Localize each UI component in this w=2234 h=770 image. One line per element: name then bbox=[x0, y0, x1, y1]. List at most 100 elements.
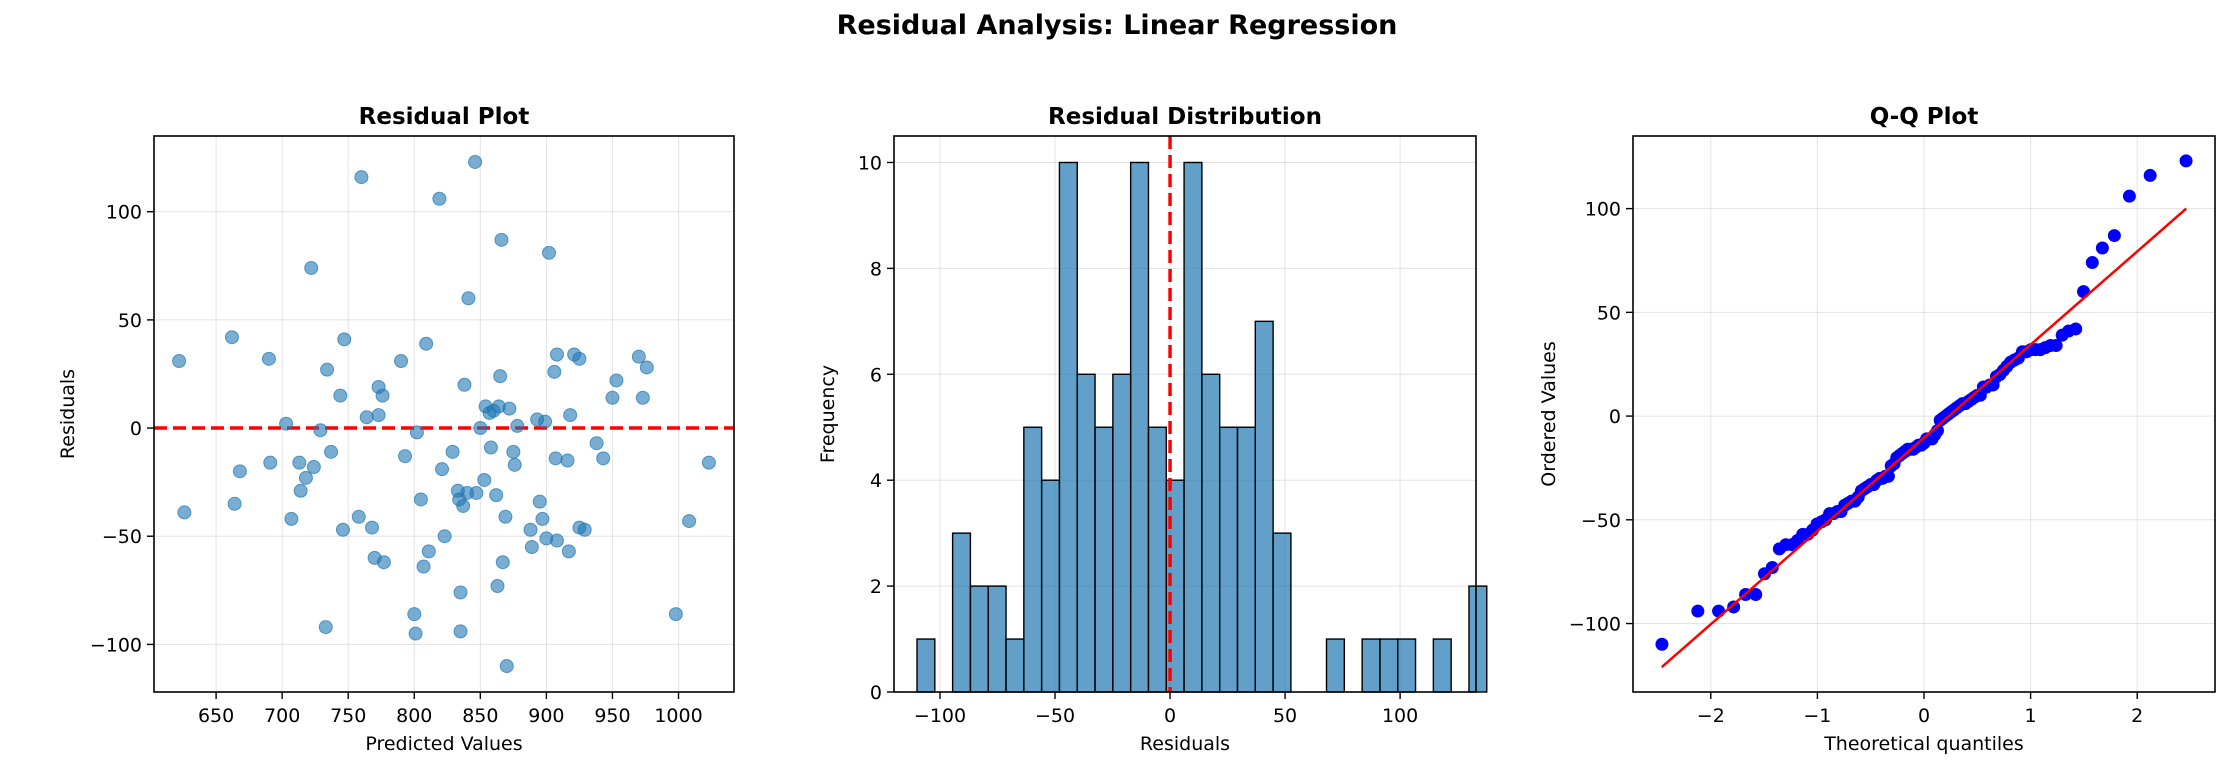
histogram-bar bbox=[1254, 320, 1274, 693]
residual-point bbox=[177, 505, 192, 520]
x-axis-label: Predicted Values bbox=[365, 733, 522, 755]
residual-point bbox=[498, 509, 513, 524]
histogram-bar bbox=[1236, 426, 1257, 693]
residual-point bbox=[354, 170, 369, 185]
residual-point bbox=[596, 451, 611, 466]
histogram-bar bbox=[1112, 373, 1132, 693]
x-tick-label: 0 bbox=[1164, 705, 1176, 727]
y-tick-label: 0 bbox=[130, 418, 142, 440]
residual-point bbox=[394, 353, 409, 368]
residual-point bbox=[572, 351, 587, 366]
x-tick-label: 50 bbox=[1273, 705, 1297, 727]
residual-point bbox=[499, 659, 514, 674]
y-tick-label: 50 bbox=[1597, 302, 1621, 324]
qq-point bbox=[2107, 229, 2121, 243]
x-tick-label: 850 bbox=[462, 705, 498, 727]
histogram-bar bbox=[951, 532, 972, 693]
residual-point bbox=[563, 408, 578, 423]
residual-point bbox=[293, 483, 308, 498]
histogram-bar bbox=[1201, 373, 1221, 693]
qq-point bbox=[2069, 322, 2083, 336]
histogram-bar bbox=[1361, 638, 1381, 693]
residual-point bbox=[376, 555, 391, 570]
qq-fit-line bbox=[1660, 207, 2188, 669]
residual-point bbox=[635, 390, 650, 405]
residual-point bbox=[495, 555, 510, 570]
residual-point bbox=[668, 607, 683, 622]
histogram-bar bbox=[1040, 479, 1061, 693]
histogram-bar bbox=[1005, 638, 1025, 693]
histogram-bar bbox=[1397, 638, 1417, 693]
chart-title: Residual Distribution bbox=[1048, 104, 1322, 130]
qq-point bbox=[2049, 339, 2063, 353]
residual-point bbox=[408, 626, 423, 641]
y-tick-label: 2 bbox=[870, 576, 882, 598]
residual-point bbox=[548, 451, 563, 466]
histogram-bar bbox=[987, 585, 1007, 693]
residual-point bbox=[279, 416, 294, 431]
residual-point bbox=[445, 444, 460, 459]
residual-point bbox=[524, 540, 539, 555]
residual-point bbox=[549, 347, 564, 362]
residual-point bbox=[523, 522, 538, 537]
residual-point bbox=[473, 421, 488, 436]
residual-point bbox=[306, 460, 321, 475]
residual-point bbox=[507, 457, 522, 472]
residual-point bbox=[461, 291, 476, 306]
y-axis-label: Frequency bbox=[817, 365, 839, 463]
residual-point bbox=[416, 559, 431, 574]
residual-point bbox=[298, 470, 313, 485]
qq-point bbox=[2085, 256, 2099, 270]
x-tick-label: 650 bbox=[198, 705, 234, 727]
residual-point bbox=[510, 418, 525, 433]
histogram-bar bbox=[916, 638, 936, 693]
residual-point bbox=[371, 408, 386, 423]
y-tick-label: 10 bbox=[858, 152, 882, 174]
qq-point bbox=[1727, 600, 1741, 614]
residual-point bbox=[502, 401, 517, 416]
y-tick-label: 0 bbox=[870, 682, 882, 704]
y-axis-label: Ordered Values bbox=[1538, 341, 1560, 486]
residual-point bbox=[409, 425, 424, 440]
residual-point bbox=[284, 511, 299, 526]
residual-point bbox=[457, 377, 472, 392]
residual-point bbox=[437, 529, 452, 544]
histogram-bar bbox=[1325, 638, 1346, 693]
figure-title: Residual Analysis: Linear Regression bbox=[836, 10, 1398, 41]
qq-point bbox=[2122, 189, 2136, 203]
residual-point bbox=[538, 414, 553, 429]
residual-point bbox=[589, 436, 604, 451]
y-tick-label: 100 bbox=[106, 202, 142, 224]
residual-point bbox=[292, 455, 307, 470]
x-tick-label: 900 bbox=[528, 705, 564, 727]
y-tick-label: 6 bbox=[870, 364, 882, 386]
residual-point bbox=[535, 511, 550, 526]
residual-point bbox=[560, 453, 575, 468]
residual-point bbox=[547, 364, 562, 379]
histogram-bar bbox=[1076, 373, 1096, 693]
histogram-bar bbox=[1129, 161, 1150, 693]
residual-point bbox=[483, 440, 498, 455]
residual-point bbox=[413, 492, 428, 507]
x-tick-label: −50 bbox=[1035, 705, 1075, 727]
residual-point bbox=[490, 578, 505, 593]
x-axis-label: Residuals bbox=[1140, 733, 1230, 755]
x-tick-label: 1000 bbox=[654, 705, 702, 727]
residual-point bbox=[318, 620, 333, 635]
residual-point bbox=[561, 544, 576, 559]
residual-point bbox=[263, 455, 278, 470]
residual-point bbox=[631, 349, 646, 364]
residual-point bbox=[172, 353, 187, 368]
residual-point bbox=[435, 462, 450, 477]
qq-point bbox=[1749, 587, 1763, 601]
x-tick-label: 950 bbox=[594, 705, 630, 727]
histogram-bar bbox=[1023, 426, 1043, 693]
residual-point bbox=[456, 498, 471, 513]
residual-point bbox=[532, 494, 547, 509]
y-tick-label: 100 bbox=[1585, 199, 1621, 221]
y-tick-label: −50 bbox=[102, 526, 142, 548]
x-tick-label: −2 bbox=[1697, 705, 1725, 727]
x-tick-label: 750 bbox=[330, 705, 366, 727]
residual-point bbox=[542, 245, 557, 260]
residual-point bbox=[453, 585, 468, 600]
